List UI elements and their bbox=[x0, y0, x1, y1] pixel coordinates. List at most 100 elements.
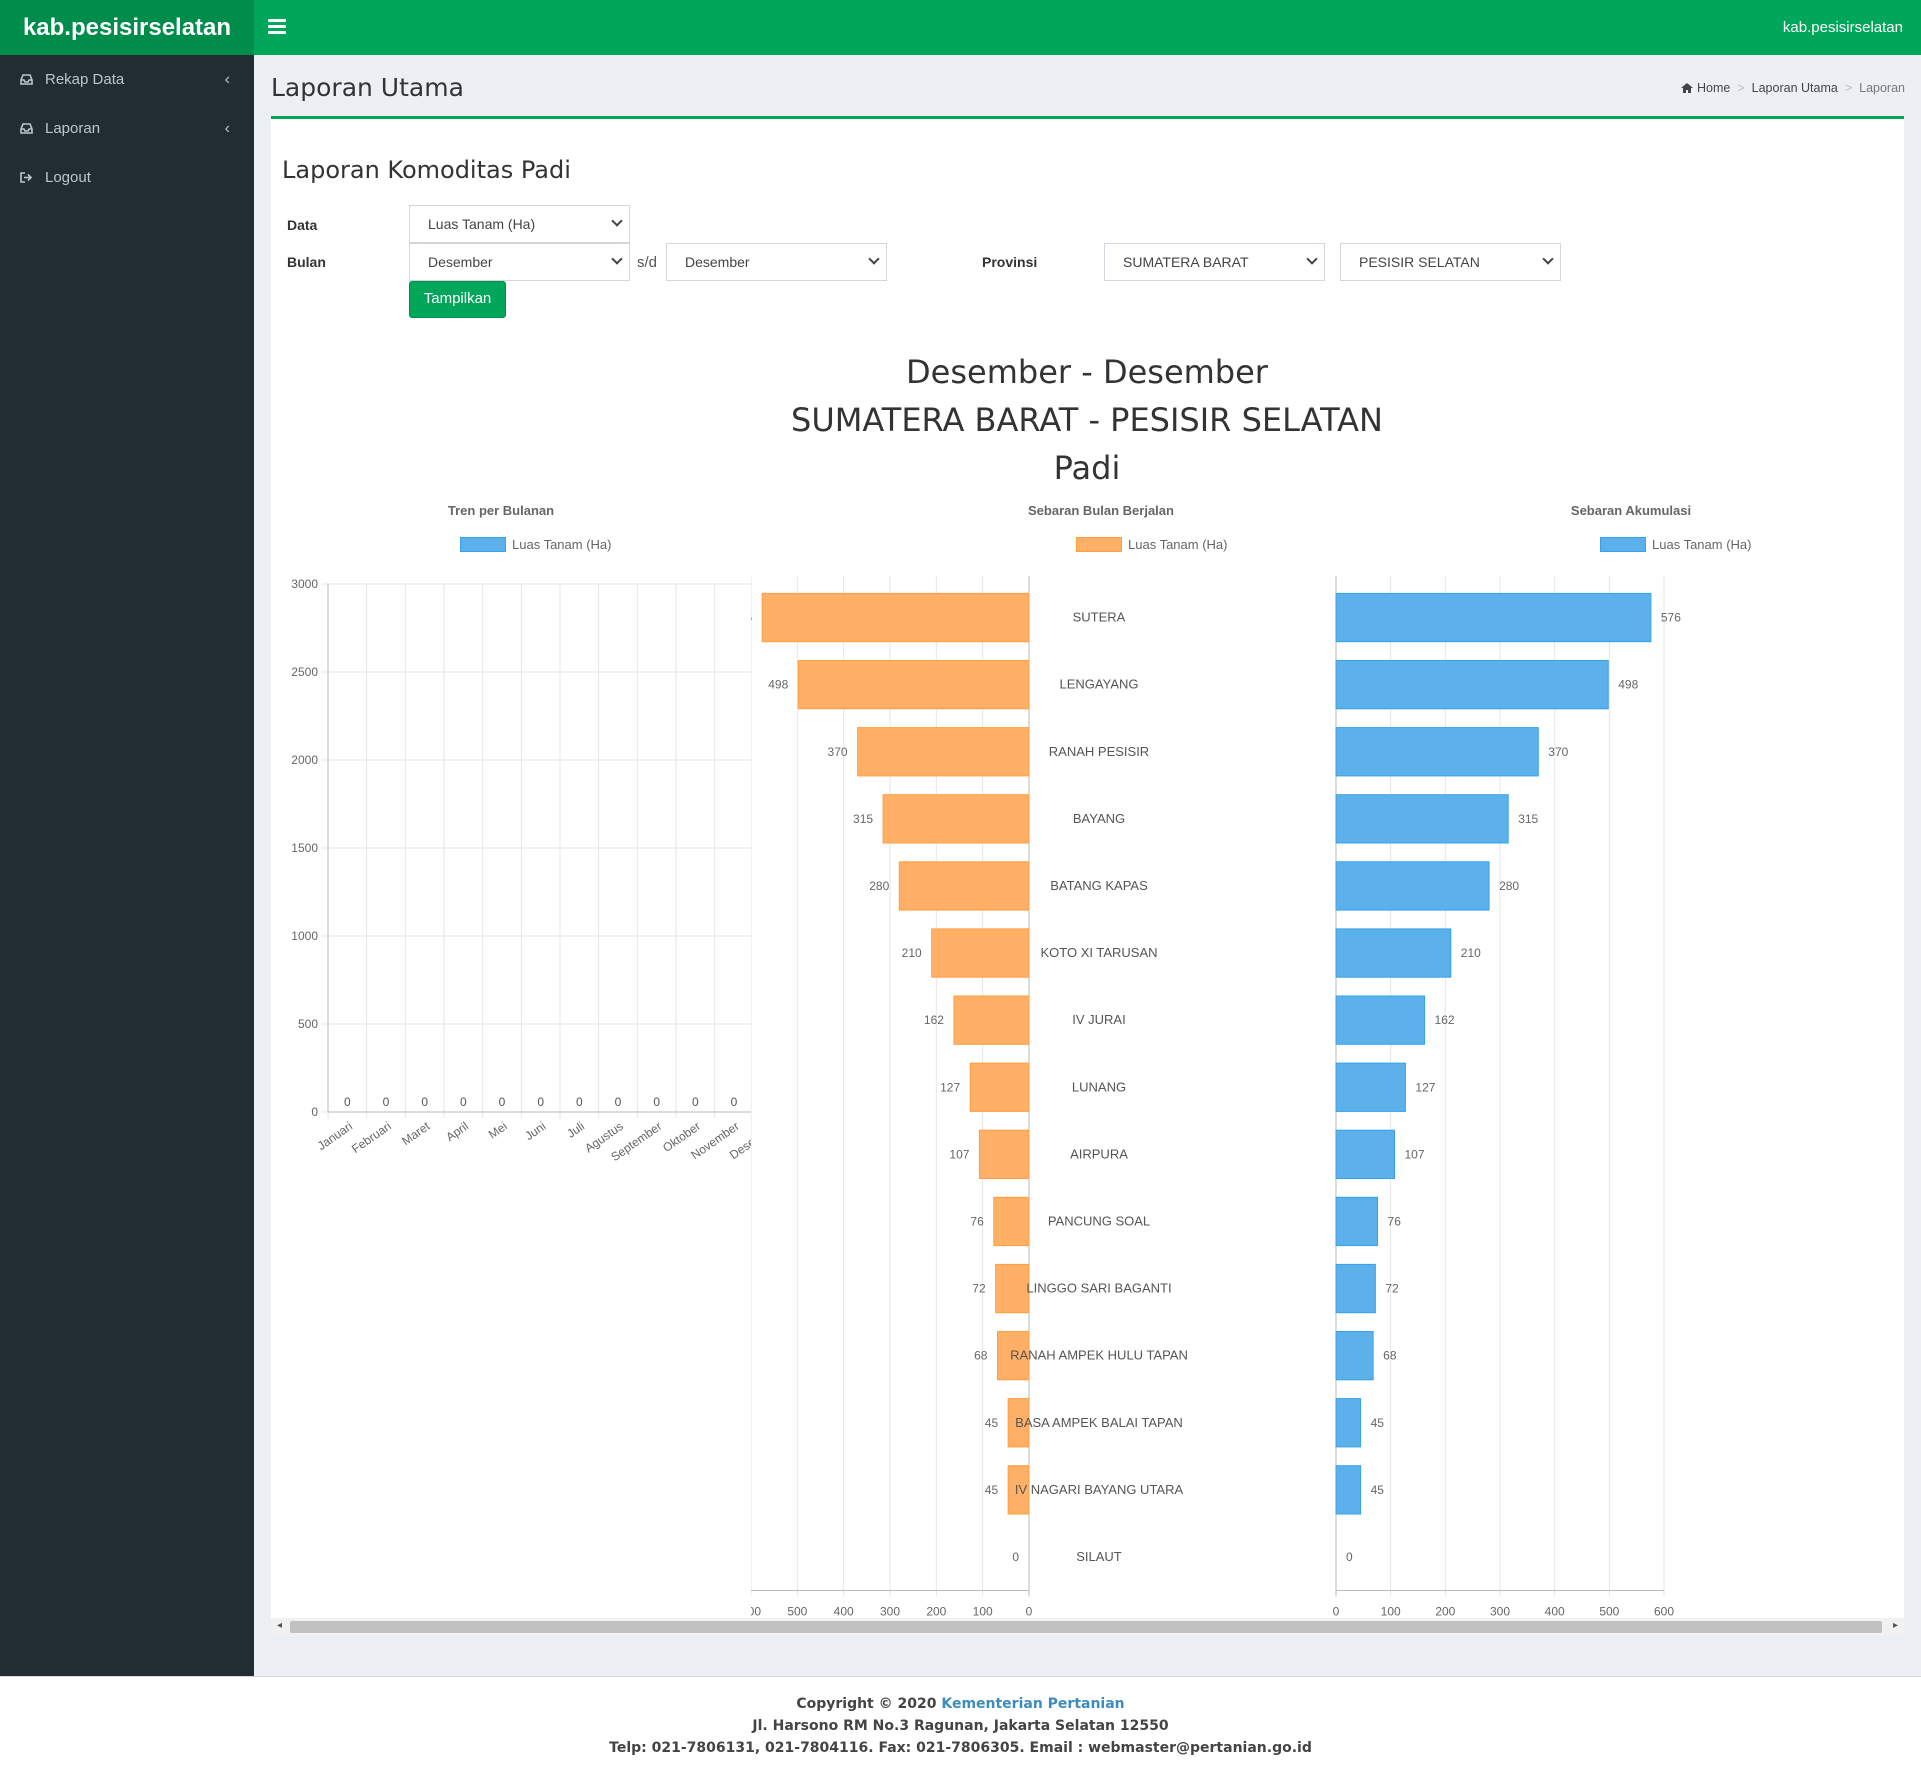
x-tick-label: Januari bbox=[315, 1119, 355, 1153]
category-label: BATANG KAPAS bbox=[1050, 878, 1148, 893]
data-label: 127 bbox=[1415, 1080, 1435, 1094]
horizontal-scrollbar[interactable]: ◂ ▸ bbox=[271, 1618, 1904, 1636]
sidebar-item-label: Rekap Data bbox=[45, 71, 125, 88]
sidebar-item-rekap-data[interactable]: Rekap Data ‹ bbox=[0, 55, 254, 104]
content-header: Laporan Utama Home > Laporan Utama > Laporan bbox=[254, 55, 1921, 117]
x-tick-label: 600 bbox=[751, 1605, 761, 1619]
data-label: 127 bbox=[940, 1080, 960, 1094]
sign-out-icon bbox=[20, 172, 33, 183]
chart-accum-title: Sebaran Akumulasi bbox=[1570, 503, 1692, 518]
chart-accum-legend[interactable]: Luas Tanam (Ha) bbox=[1600, 537, 1751, 552]
bar bbox=[857, 727, 1030, 777]
data-label: 498 bbox=[1618, 678, 1638, 692]
bar bbox=[898, 861, 1030, 911]
sidebar-item-logout[interactable]: Logout bbox=[0, 153, 254, 202]
bar bbox=[1335, 1330, 1374, 1381]
brand-logo[interactable]: kab.pesisirselatan bbox=[0, 0, 254, 55]
legend-label: Luas Tanam (Ha) bbox=[1128, 537, 1228, 552]
sd-label: s/d bbox=[637, 254, 658, 271]
chart-current-title: Sebaran Bulan Berjalan bbox=[1028, 503, 1174, 518]
chevron-down-icon bbox=[868, 253, 880, 265]
bar bbox=[1335, 995, 1426, 1045]
x-tick-label: 500 bbox=[787, 1605, 807, 1619]
report-box: Laporan Komoditas Padi Data Luas Tanam (… bbox=[271, 116, 1904, 1619]
chevron-left-icon: ‹ bbox=[224, 120, 230, 137]
data-label: 210 bbox=[902, 946, 922, 960]
data-label: 0 bbox=[731, 1095, 738, 1109]
chart-trend-title: Tren per Bulanan bbox=[447, 503, 555, 518]
data-label: 280 bbox=[1499, 879, 1519, 893]
tampilkan-button[interactable]: Tampilkan bbox=[409, 281, 506, 318]
bar bbox=[996, 1330, 1030, 1381]
category-label: LENGAYANG bbox=[1060, 677, 1139, 692]
x-tick-label: 400 bbox=[1545, 1605, 1565, 1619]
category-label: KOTO XI TARUSAN bbox=[1040, 945, 1157, 960]
category-label: PANCUNG SOAL bbox=[1048, 1213, 1150, 1228]
data-label: 72 bbox=[972, 1282, 986, 1296]
data-label: 280 bbox=[869, 879, 889, 893]
data-label: 45 bbox=[985, 1483, 999, 1497]
bar bbox=[993, 1196, 1030, 1247]
y-tick-label: 1000 bbox=[291, 929, 318, 943]
bar bbox=[1335, 1263, 1376, 1314]
sidebar-toggle-icon[interactable] bbox=[268, 16, 286, 38]
data-select[interactable]: Luas Tanam (Ha) bbox=[409, 205, 630, 243]
y-tick-label: 500 bbox=[298, 1017, 318, 1031]
data-label: 0 bbox=[499, 1095, 506, 1109]
data-label: 0 bbox=[537, 1095, 544, 1109]
sidebar-item-laporan[interactable]: Laporan ‹ bbox=[0, 104, 254, 153]
x-tick-label: 300 bbox=[880, 1605, 900, 1619]
user-menu[interactable]: kab.pesisirselatan bbox=[1782, 19, 1903, 36]
data-label: 0 bbox=[383, 1095, 390, 1109]
x-tick-label: 0 bbox=[1333, 1605, 1340, 1619]
data-label: 370 bbox=[828, 745, 848, 759]
category-label: LUNANG bbox=[1072, 1079, 1126, 1094]
footer-org-link[interactable]: Kementerian Pertanian bbox=[941, 1696, 1125, 1712]
y-tick-label: 3000 bbox=[291, 577, 318, 591]
bar bbox=[1335, 1196, 1379, 1247]
scroll-left-icon[interactable]: ◂ bbox=[277, 1620, 283, 1631]
footer-contact: Telp: 021-7806131, 021-7804116. Fax: 021… bbox=[609, 1740, 1312, 1756]
breadcrumb-home[interactable]: Home bbox=[1696, 81, 1731, 95]
scroll-thumb[interactable] bbox=[290, 1621, 1882, 1633]
x-tick-label: Maret bbox=[399, 1119, 433, 1148]
kabupaten-select[interactable]: PESISIR SELATAN bbox=[1340, 243, 1561, 281]
report-title-region: SUMATERA BARAT - PESISIR SELATAN bbox=[791, 401, 1383, 439]
x-tick-label: Mei bbox=[486, 1119, 510, 1142]
chart-trend-legend[interactable]: Luas Tanam (Ha) bbox=[460, 537, 611, 552]
bar bbox=[1007, 1398, 1030, 1448]
box-title: Laporan Komoditas Padi bbox=[282, 156, 571, 184]
category-label: IV NAGARI BAYANG UTARA bbox=[1015, 1482, 1184, 1497]
bar bbox=[931, 928, 1030, 978]
bulan-to-select[interactable]: Desember bbox=[666, 243, 887, 281]
report-title-commodity: Padi bbox=[1053, 449, 1121, 487]
y-tick-label: 2000 bbox=[291, 753, 318, 767]
x-tick-label: 500 bbox=[1599, 1605, 1619, 1619]
data-label: 0 bbox=[344, 1095, 351, 1109]
bulan-from-select[interactable]: Desember bbox=[409, 243, 630, 281]
x-tick-label: 100 bbox=[973, 1605, 993, 1619]
chevron-down-icon bbox=[611, 253, 623, 265]
data-label: 0 bbox=[460, 1095, 467, 1109]
top-navbar: kab.pesisirselatan kab.pesisirselatan bbox=[0, 0, 1921, 55]
inbox-icon bbox=[20, 74, 33, 85]
scroll-right-icon[interactable]: ▸ bbox=[1892, 1620, 1898, 1631]
bar bbox=[1007, 1465, 1030, 1515]
home-icon bbox=[1680, 83, 1693, 93]
data-label: 370 bbox=[1548, 745, 1568, 759]
sidebar-item-label: Laporan bbox=[45, 120, 101, 137]
data-label: 76 bbox=[970, 1214, 984, 1228]
breadcrumb: Home > Laporan Utama > Laporan bbox=[1680, 81, 1905, 95]
data-label: 0 bbox=[576, 1095, 583, 1109]
y-tick-label: 2500 bbox=[291, 665, 318, 679]
legend-label: Luas Tanam (Ha) bbox=[512, 537, 612, 552]
data-label: 576 bbox=[751, 611, 752, 625]
chart-current-legend[interactable]: Luas Tanam (Ha) bbox=[1076, 537, 1227, 552]
provinsi-select[interactable]: SUMATERA BARAT bbox=[1104, 243, 1325, 281]
category-label: SUTERA bbox=[1073, 610, 1126, 625]
chart-accum: 0 100 200 300 400 500 600 576 498 370 315 280 210 162… bbox=[1333, 576, 1681, 1619]
breadcrumb-laporan-utama[interactable]: Laporan Utama bbox=[1751, 81, 1838, 95]
legend-swatch bbox=[1076, 537, 1122, 552]
data-label: 0 bbox=[1346, 1550, 1353, 1564]
chevron-down-icon bbox=[1542, 253, 1554, 265]
